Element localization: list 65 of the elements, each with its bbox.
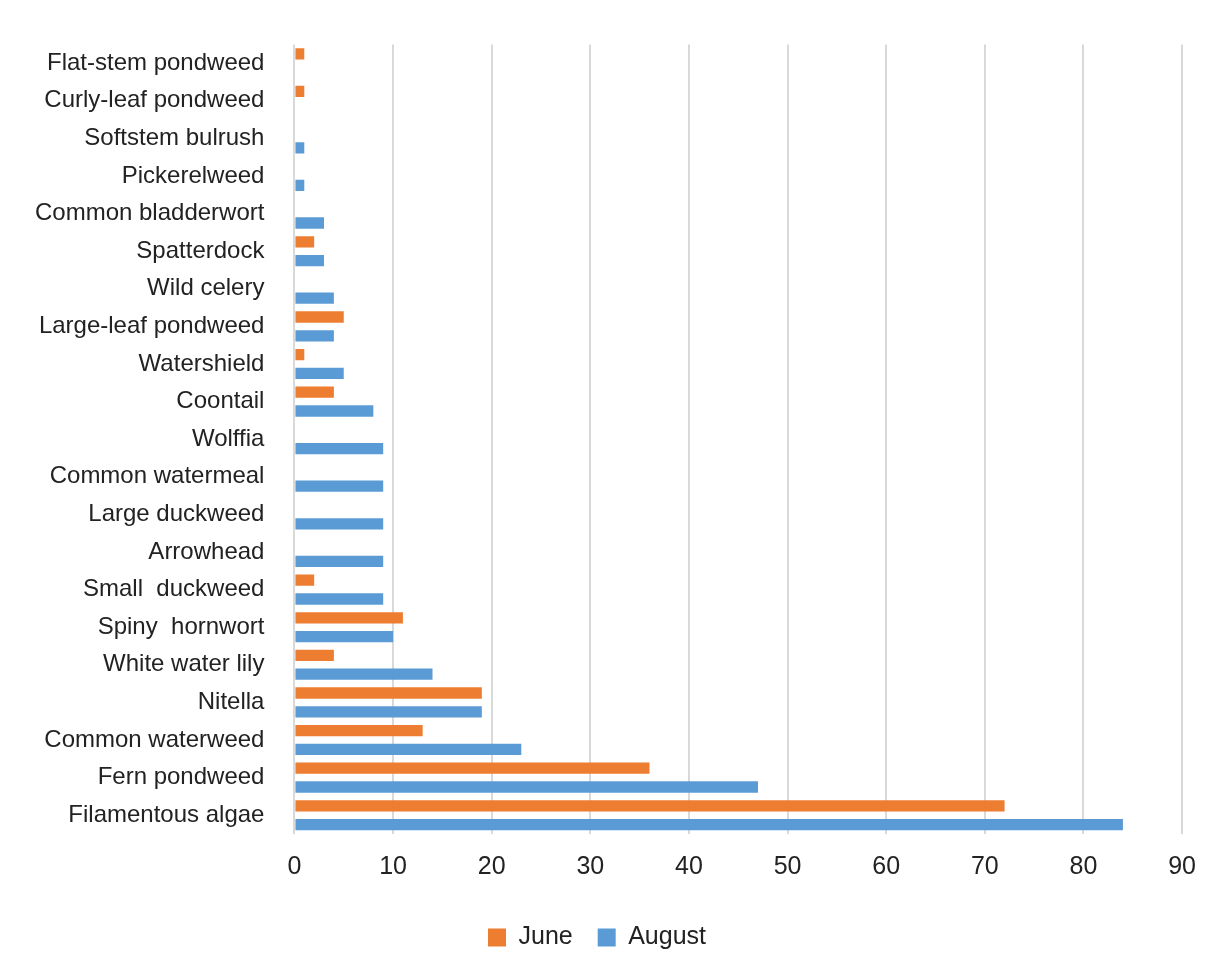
- bar: [295, 818, 1123, 831]
- bar: [295, 706, 482, 718]
- y-tick-label: Curly-leaf pondweed: [44, 85, 265, 113]
- bar: [295, 518, 384, 530]
- y-tick-label: Watershield: [138, 348, 265, 376]
- x-tick-label: 20: [477, 850, 506, 879]
- x-tick-label: 60: [872, 850, 901, 879]
- bar: [295, 217, 325, 229]
- bar: [295, 48, 305, 60]
- y-tick-label: White water lily: [103, 649, 265, 677]
- bar: [295, 254, 325, 267]
- x-tick-label: 50: [773, 850, 802, 879]
- y-tick-label: Filamentous algae: [68, 799, 265, 827]
- bar: [295, 649, 334, 662]
- y-tick-label: Common bladderwort: [34, 198, 265, 226]
- bar: [295, 386, 334, 398]
- x-tick-label: 30: [576, 850, 605, 879]
- legend-label: August: [628, 921, 707, 950]
- bar: [295, 630, 394, 643]
- bar: [295, 311, 344, 323]
- bar: [295, 668, 433, 680]
- bar: [295, 179, 305, 192]
- bar: [295, 85, 305, 98]
- bar: [295, 236, 315, 248]
- bar: [295, 800, 1005, 812]
- bar: [295, 574, 315, 586]
- y-tick-label: Large-leaf pondweed: [38, 311, 265, 339]
- x-tick-label: 70: [970, 850, 999, 879]
- y-tick-label: Common waterweed: [44, 724, 265, 752]
- x-tick-label: 10: [379, 850, 407, 879]
- bar: [295, 330, 334, 342]
- x-tick-label: 0: [287, 850, 302, 879]
- x-tick-label: 80: [1069, 850, 1098, 879]
- bar: [295, 724, 423, 737]
- y-tick-label: Coontail: [176, 386, 265, 414]
- bar: [295, 762, 650, 774]
- bar: [295, 612, 403, 624]
- y-tick-label: Softstem bulrush: [84, 123, 265, 151]
- y-tick-label: Pickerelweed: [121, 160, 265, 188]
- bar: [295, 292, 334, 304]
- bar: [295, 480, 384, 492]
- y-tick-label: Wild celery: [147, 273, 265, 301]
- y-tick-label: Wolffia: [191, 423, 266, 451]
- y-tick-label: Nitella: [197, 687, 266, 715]
- y-tick-label: Fern pondweed: [97, 762, 265, 790]
- y-tick-label: Small duckweed: [83, 574, 265, 602]
- y-tick-label: Flat-stem pondweed: [46, 47, 265, 75]
- y-tick-label: Spiny hornwort: [97, 611, 265, 639]
- bar: [295, 687, 482, 699]
- y-tick-label: Arrowhead: [148, 536, 265, 564]
- legend-label: June: [518, 921, 573, 950]
- y-tick-label: Spatterdock: [136, 235, 266, 263]
- bar: [295, 781, 758, 793]
- bar: [295, 442, 384, 455]
- bar: [295, 142, 305, 154]
- y-tick-label: Common watermeal: [49, 461, 265, 489]
- bar: [295, 593, 384, 605]
- bar: [295, 348, 305, 361]
- y-tick-label: Large duckweed: [88, 499, 265, 527]
- bar: [295, 555, 384, 568]
- bar: [295, 367, 344, 380]
- bar: [295, 405, 374, 417]
- x-tick-label: 90: [1168, 850, 1196, 879]
- bar: [295, 743, 522, 756]
- x-tick-label: 40: [675, 850, 703, 879]
